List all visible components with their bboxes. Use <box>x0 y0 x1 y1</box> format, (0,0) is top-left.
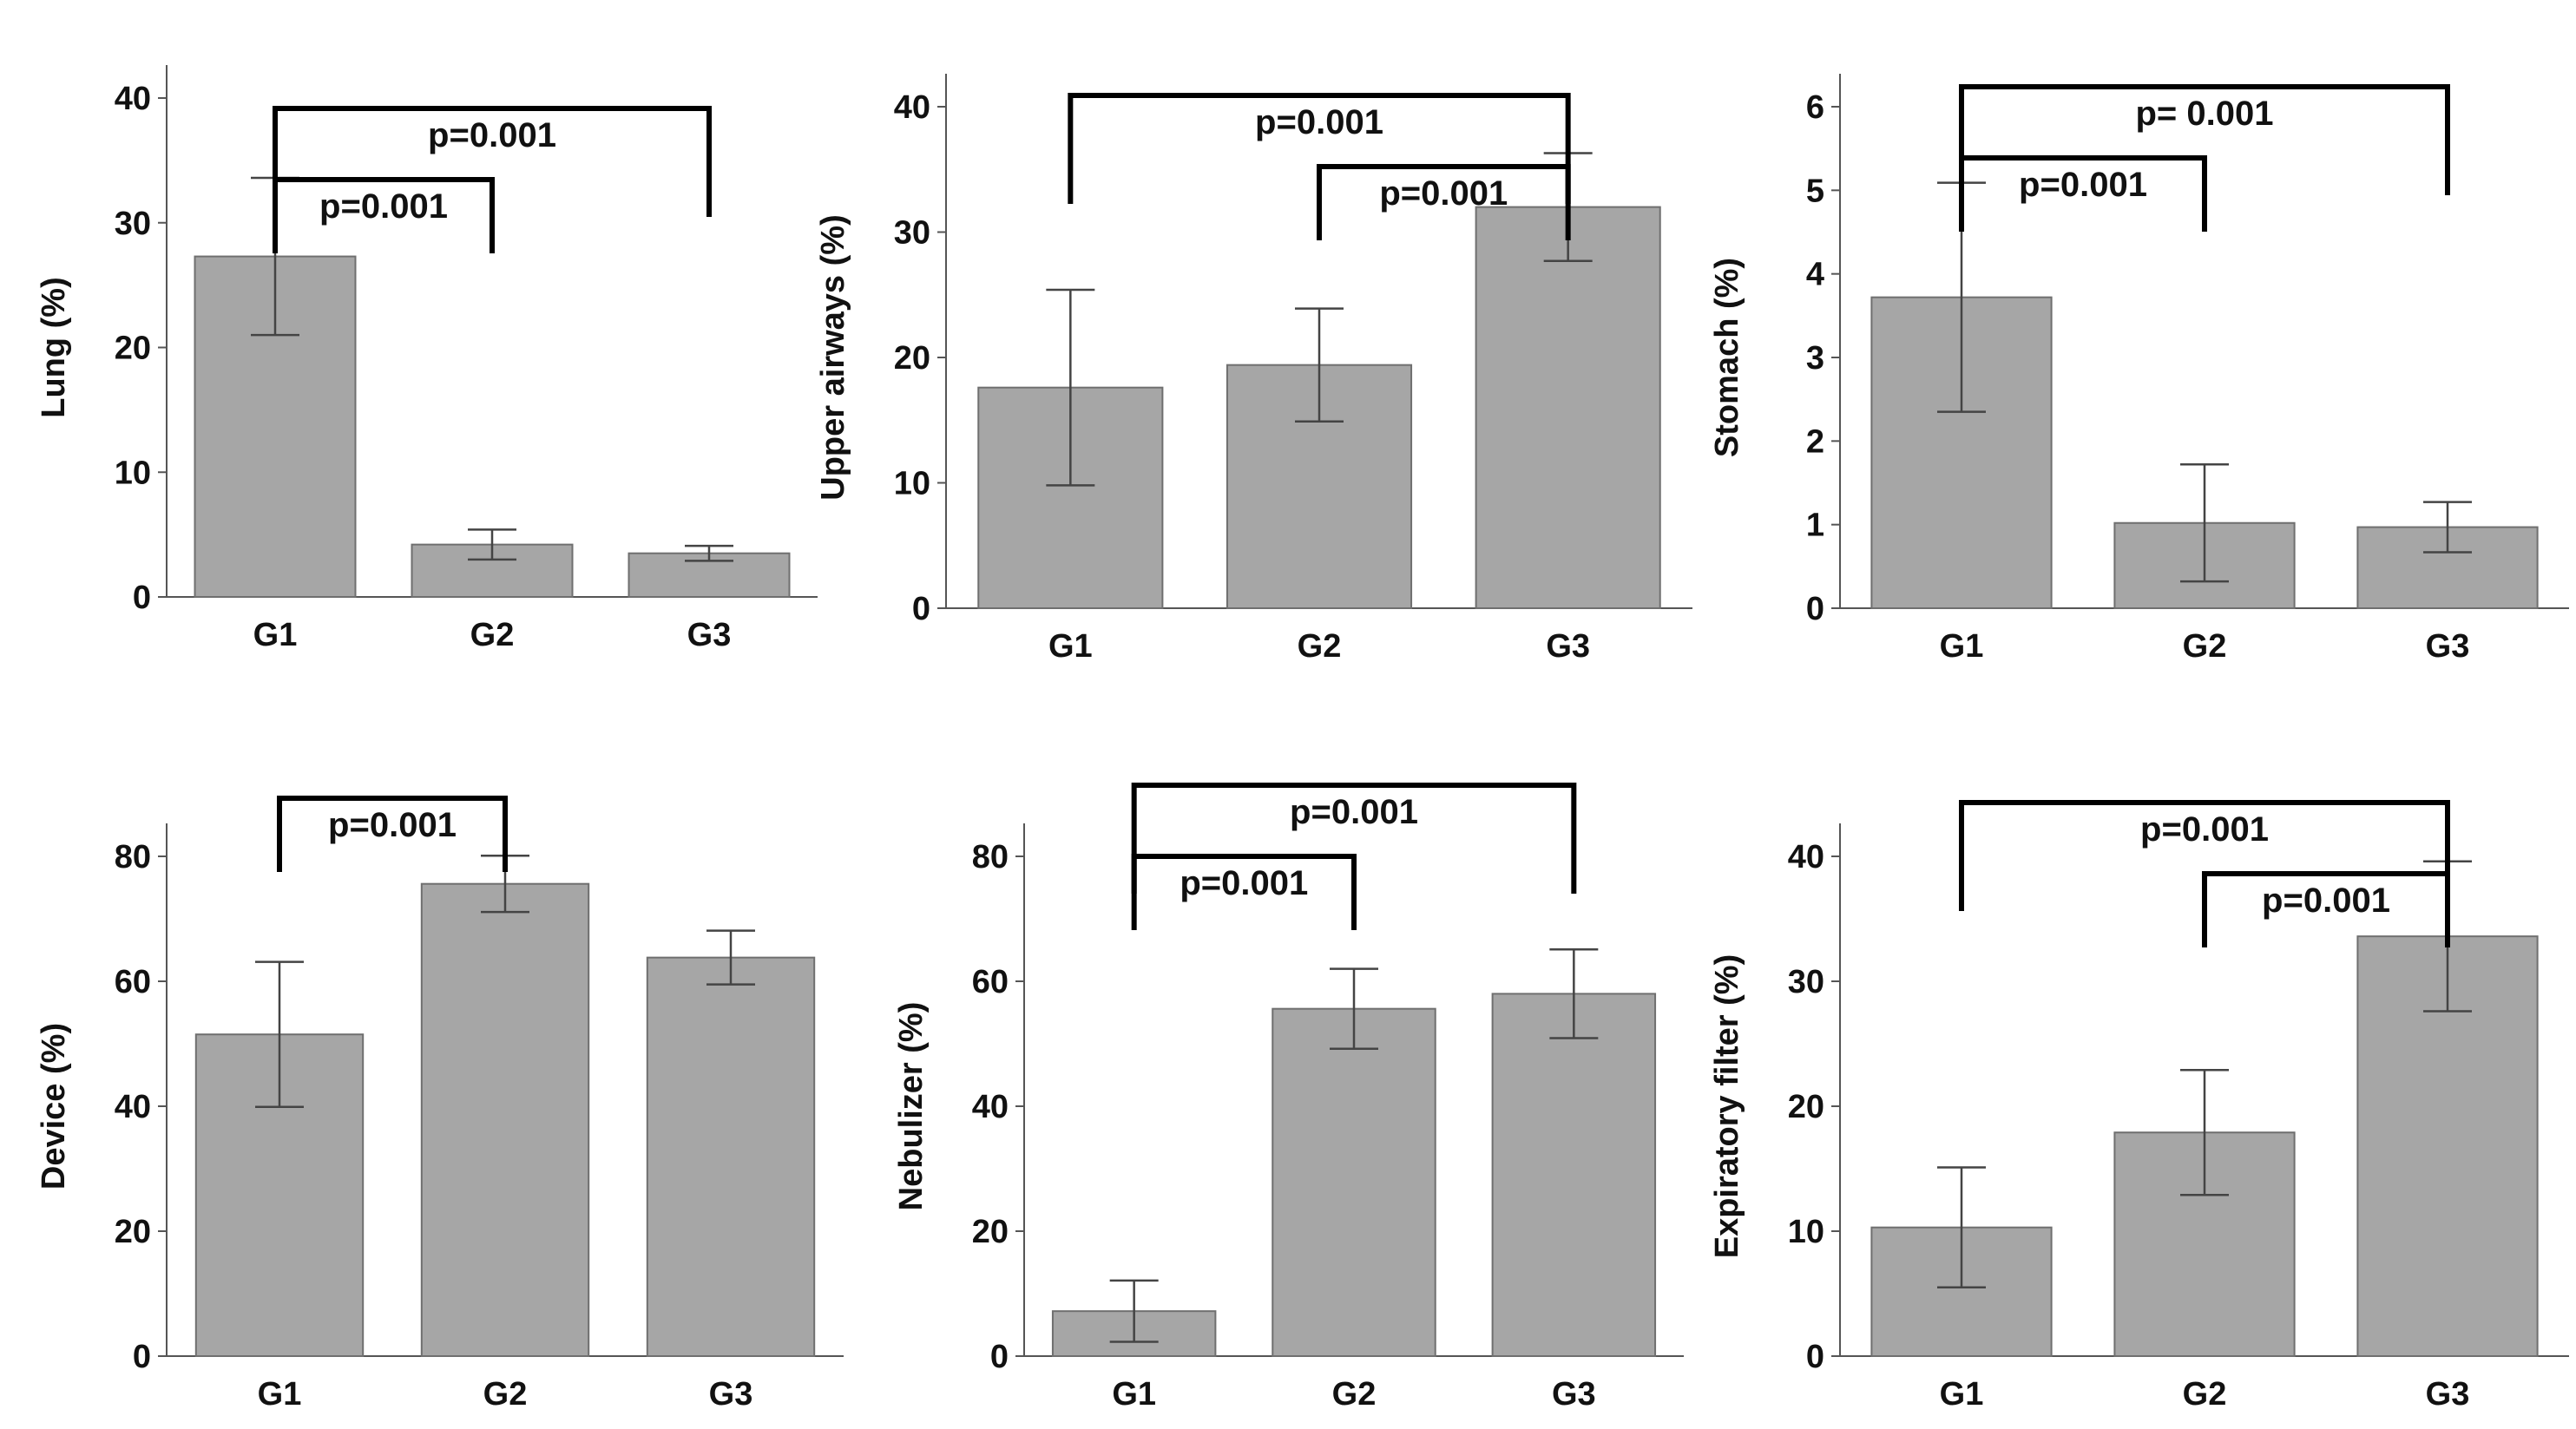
y-tick-label: 0 <box>133 1339 151 1375</box>
y-tick-label: 80 <box>972 839 1009 875</box>
x-tick-label-G3: G3 <box>1546 628 1590 665</box>
significance-label: p=0.001 <box>1180 864 1308 902</box>
y-tick-label: 30 <box>1788 964 1824 1000</box>
chart-panel-3: 0 1 2 3 4 5 6 Stomach (%) G1 G2 G3 p=0.001 p= 0.001 <box>1709 74 2569 665</box>
y-tick-label: 60 <box>972 964 1009 1000</box>
y-axis-label: Upper airways (%) <box>815 214 851 500</box>
x-tick-label-G1: G1 <box>1940 1376 1984 1413</box>
chart-panel-4: 0 20 40 60 80 Device (%) G1 G2 G3 p=0.001 <box>36 796 844 1413</box>
significance-bracket <box>1068 93 1571 204</box>
y-tick-label: 10 <box>894 466 930 502</box>
y-axis-label: Lung (%) <box>36 277 72 418</box>
y-tick-label: 60 <box>115 964 151 1000</box>
y-tick-label: 40 <box>972 1089 1009 1125</box>
x-tick-label-G2: G2 <box>470 617 515 653</box>
y-tick-label: 20 <box>115 331 151 367</box>
x-tick-label-G1: G1 <box>1048 628 1093 665</box>
y-tick-label: 20 <box>972 1214 1009 1250</box>
x-tick-label-G2: G2 <box>2183 628 2227 665</box>
x-tick-label-G3: G3 <box>1552 1376 1596 1413</box>
y-tick-label: 30 <box>894 215 930 252</box>
significance-label: p=0.001 <box>1255 103 1383 141</box>
significance-label: p=0.001 <box>2140 810 2269 849</box>
bar-G3 <box>646 956 816 1357</box>
chart-panel-6: 0 10 20 30 40 Expiratory filter (%) G1 G2 G3 p=0.… <box>1709 800 2569 1413</box>
chart-panel-5: 0 20 40 60 80 Nebulizer (%) G1 G2 G3 p=0.001 p=0.0… <box>893 783 1684 1413</box>
significance-bracket <box>273 106 712 217</box>
x-tick-label-G1: G1 <box>1112 1376 1156 1413</box>
y-tick-label: 30 <box>115 206 151 242</box>
y-tick-label: 0 <box>912 591 930 627</box>
x-tick-label-G3: G3 <box>2426 628 2470 665</box>
significance-label: p=0.001 <box>328 806 457 844</box>
y-tick-label: 10 <box>115 455 151 491</box>
x-tick-label-G2: G2 <box>1332 1376 1377 1413</box>
y-tick-label: 20 <box>1788 1089 1824 1125</box>
y-axis-label: Expiratory filter (%) <box>1709 954 1745 1259</box>
significance-bracket <box>1959 800 2450 911</box>
y-tick-label: 40 <box>1788 839 1824 875</box>
y-tick-label: 1 <box>1806 508 1824 544</box>
x-tick-label-G1: G1 <box>253 617 298 653</box>
bar-G2 <box>420 882 590 1357</box>
bar-G2 <box>1272 1007 1436 1358</box>
significance-bracket <box>1131 783 1577 894</box>
significance-label: p= 0.001 <box>2135 95 2273 133</box>
y-axis-label: Device (%) <box>36 1023 72 1190</box>
significance-bracket <box>277 796 508 872</box>
y-tick-label: 0 <box>990 1339 1009 1375</box>
y-tick-label: 20 <box>894 340 930 377</box>
significance-label: p=0.001 <box>319 187 448 226</box>
significance-bracket <box>1959 84 2450 195</box>
significance-label: p=0.001 <box>2019 166 2147 204</box>
bar-G3 <box>1475 206 1661 609</box>
significance-label: p=0.001 <box>1379 174 1508 213</box>
x-tick-label-G1: G1 <box>1940 628 1984 665</box>
y-tick-label: 40 <box>115 1089 151 1125</box>
x-tick-label-G2: G2 <box>2183 1376 2227 1413</box>
y-tick-label: 2 <box>1806 423 1824 460</box>
significance-label: p=0.001 <box>428 116 556 154</box>
y-tick-label: 0 <box>133 580 151 616</box>
chart-panel-1: 0 10 20 30 40 Lung (%) G1 G2 G3 p=0.001 p=0.001 <box>36 65 818 653</box>
x-tick-label-G3: G3 <box>709 1376 753 1413</box>
x-tick-label-G3: G3 <box>2426 1376 2470 1413</box>
y-tick-label: 6 <box>1806 89 1824 126</box>
y-tick-label: 10 <box>1788 1214 1824 1250</box>
y-axis-label: Nebulizer (%) <box>893 1002 930 1211</box>
y-tick-label: 40 <box>115 81 151 117</box>
y-tick-label: 5 <box>1806 173 1824 209</box>
y-tick-label: 40 <box>894 89 930 126</box>
x-tick-label-G2: G2 <box>1298 628 1342 665</box>
y-axis-label: Stomach (%) <box>1709 258 1745 457</box>
y-tick-label: 80 <box>115 839 151 875</box>
chart-panel-2: 0 10 20 30 40 Upper airways (%) G1 G2 G3 p=0.001 p… <box>815 74 1692 665</box>
y-tick-label: 0 <box>1806 591 1824 627</box>
x-tick-label-G3: G3 <box>687 617 732 653</box>
significance-label: p=0.001 <box>2262 882 2390 920</box>
x-tick-label-G2: G2 <box>483 1376 528 1413</box>
significance-label: p=0.001 <box>1290 793 1418 831</box>
y-tick-label: 4 <box>1806 257 1824 293</box>
y-tick-label: 3 <box>1806 340 1824 377</box>
y-tick-label: 20 <box>115 1214 151 1250</box>
x-tick-label-G1: G1 <box>258 1376 302 1413</box>
bar-G3 <box>1491 993 1657 1358</box>
y-tick-label: 0 <box>1806 1339 1824 1375</box>
